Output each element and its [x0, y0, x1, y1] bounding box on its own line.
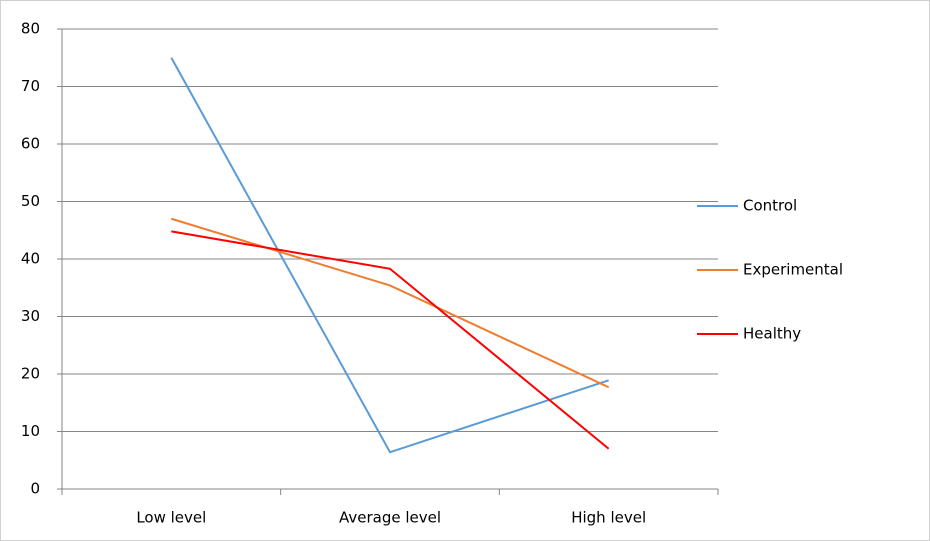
series-line	[170, 57, 609, 454]
y-tick-label: 0	[30, 480, 40, 498]
y-tick-label: 10	[21, 422, 40, 440]
x-tick-label: High level	[571, 509, 646, 527]
y-tick-label: 70	[21, 77, 40, 95]
y-tick-label: 40	[21, 250, 40, 268]
y-tick-label: 60	[21, 135, 40, 153]
x-tick-label: Low level	[136, 509, 206, 527]
series-line	[171, 217, 610, 389]
y-tick-label: 80	[21, 20, 40, 38]
y-tick-label: 20	[21, 365, 40, 383]
y-tick-label: 50	[21, 192, 40, 210]
legend-label: Experimental	[743, 261, 843, 279]
y-tick-label: 30	[21, 307, 40, 325]
x-tick-label: Average level	[339, 509, 441, 527]
legend-label: Control	[743, 197, 797, 215]
series-line	[171, 230, 610, 450]
legend-label: Healthy	[743, 325, 801, 343]
